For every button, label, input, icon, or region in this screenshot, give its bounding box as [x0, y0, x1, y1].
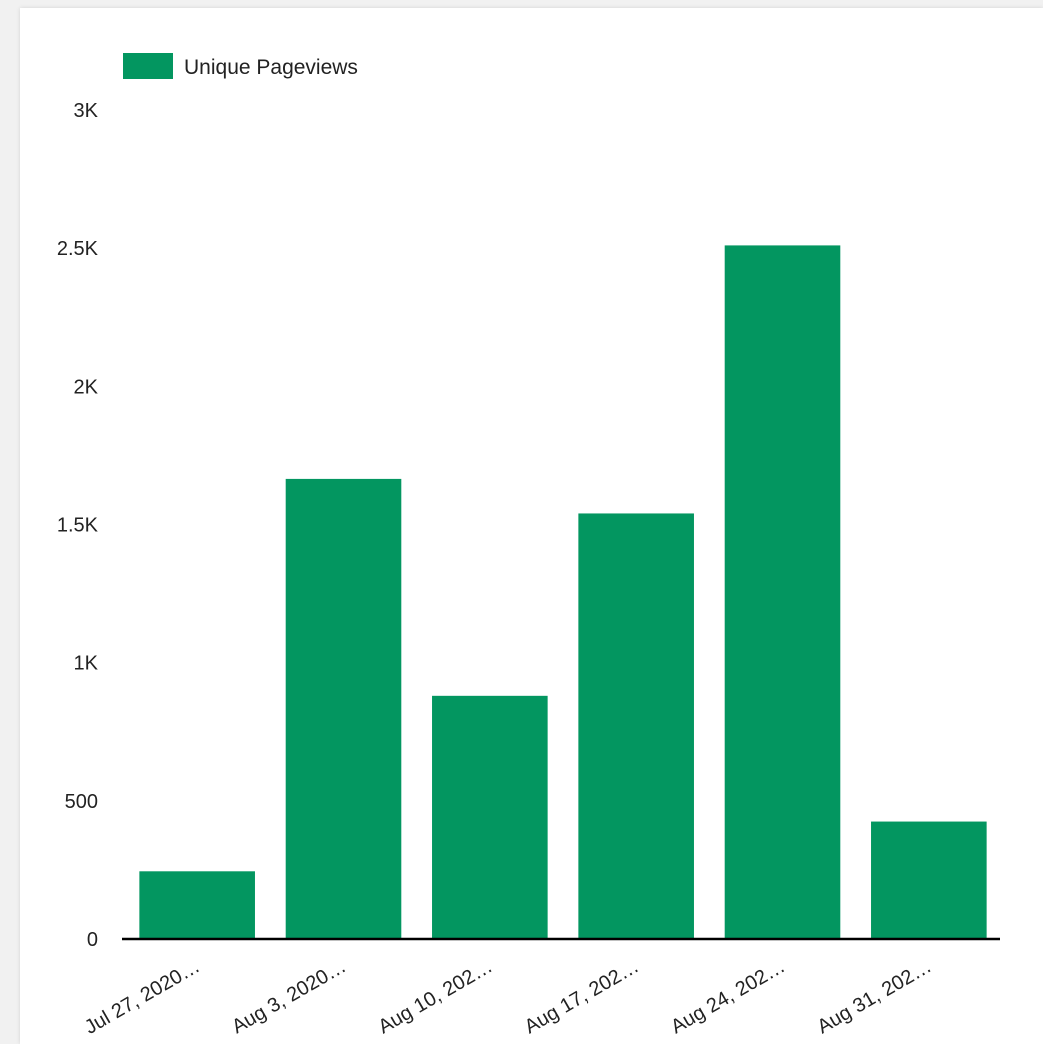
y-tick-label: 500	[65, 791, 98, 813]
bar[interactable]	[139, 871, 255, 939]
x-tick-label: Aug 31, 202…	[814, 955, 936, 1038]
y-tick-label: 2K	[74, 376, 99, 398]
bars	[139, 245, 987, 940]
y-tick-label: 0	[87, 929, 98, 951]
legend[interactable]: Unique Pageviews	[123, 53, 358, 79]
bar[interactable]	[578, 513, 694, 939]
y-tick-label: 1K	[74, 653, 99, 675]
x-tick-label: Aug 10, 202…	[375, 955, 497, 1038]
y-tick-label: 1.5K	[57, 515, 99, 537]
bar[interactable]	[285, 478, 402, 939]
legend-label: Unique Pageviews	[184, 56, 358, 79]
y-axis: 0 500 1K 1.5K 2K 2.5K 3K	[57, 100, 99, 951]
x-tick-label: Aug 17, 202…	[521, 955, 643, 1038]
bar[interactable]	[871, 821, 987, 939]
x-tick-label: Jul 27, 2020…	[81, 955, 204, 1039]
legend-swatch	[123, 53, 173, 79]
y-tick-label: 2.5K	[57, 238, 99, 260]
y-tick-label: 3K	[74, 100, 99, 122]
bar[interactable]	[432, 695, 548, 939]
x-tick-label: Aug 3, 2020…	[228, 955, 350, 1038]
bar[interactable]	[724, 245, 841, 940]
x-tick-label: Aug 24, 202…	[667, 955, 789, 1038]
x-axis: Jul 27, 2020… Aug 3, 2020… Aug 10, 202… Aug…	[81, 955, 935, 1039]
